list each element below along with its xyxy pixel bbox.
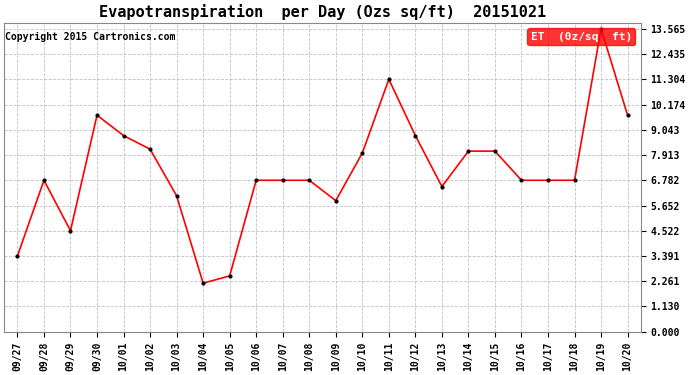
- Legend: ET  (0z/sq  ft): ET (0z/sq ft): [527, 28, 635, 45]
- Title: Evapotranspiration  per Day (Ozs sq/ft)  20151021: Evapotranspiration per Day (Ozs sq/ft) 2…: [99, 4, 546, 20]
- Text: Copyright 2015 Cartronics.com: Copyright 2015 Cartronics.com: [6, 32, 176, 42]
